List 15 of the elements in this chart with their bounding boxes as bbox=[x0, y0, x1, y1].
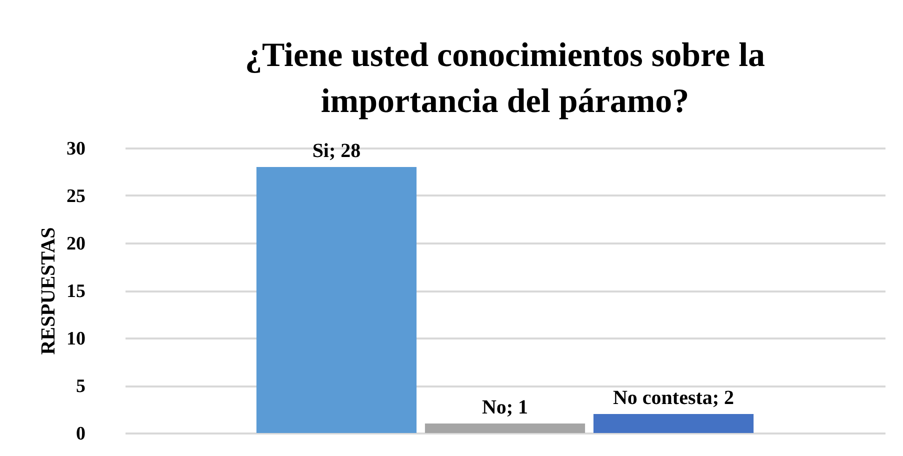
data-label: Si; 28 bbox=[312, 140, 361, 162]
y-tick-label: 30 bbox=[66, 138, 86, 160]
y-tick-label: 25 bbox=[66, 186, 86, 207]
chart-title: ¿Tiene usted conocimientos sobre la importancia del páramo? bbox=[244, 37, 766, 120]
y-axis-title: RESPUESTAS bbox=[38, 227, 60, 355]
data-label: No; 1 bbox=[482, 396, 528, 418]
bar bbox=[593, 414, 754, 433]
bar bbox=[256, 167, 417, 433]
y-tick-label: 10 bbox=[66, 328, 86, 350]
data-label: No contesta; 2 bbox=[612, 387, 734, 409]
bar bbox=[424, 424, 586, 433]
y-tick-label: 15 bbox=[66, 281, 86, 302]
y-tick-label: 20 bbox=[66, 234, 86, 254]
y-tick-label: 5 bbox=[76, 376, 86, 397]
y-tick-label: 0 bbox=[76, 424, 86, 444]
